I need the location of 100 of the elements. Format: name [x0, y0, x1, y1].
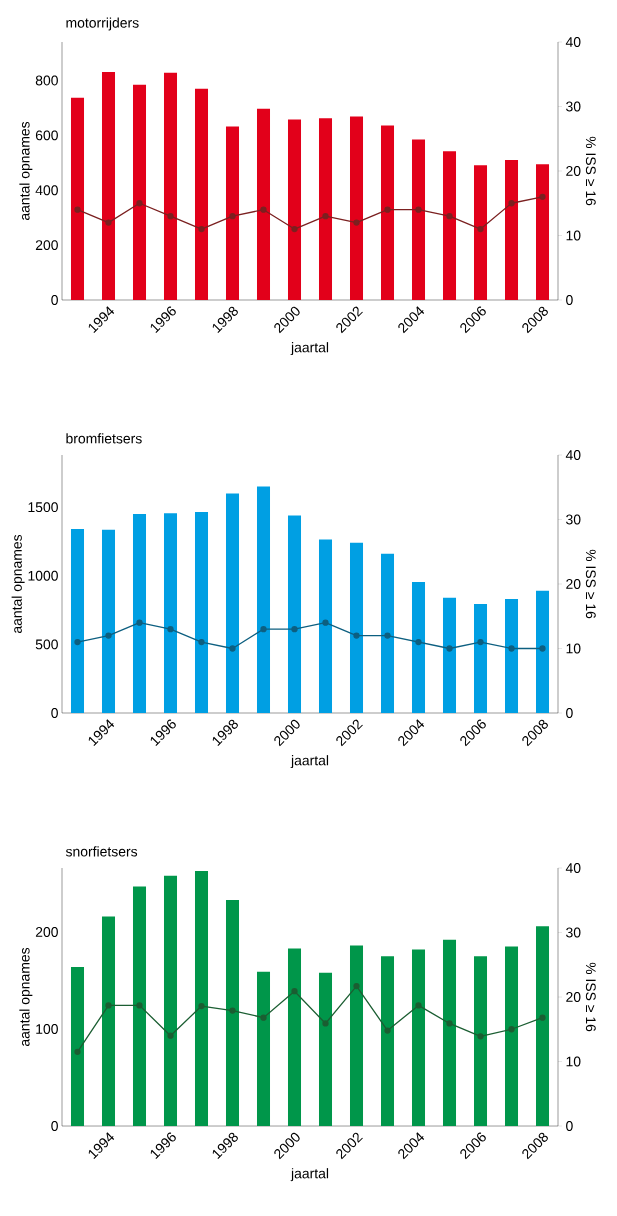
bar [318, 539, 333, 714]
point [105, 219, 112, 226]
point [353, 219, 360, 226]
point [74, 638, 81, 646]
y2-tick-label: 0 [566, 295, 573, 305]
point [74, 206, 81, 213]
point [322, 619, 329, 626]
bar [225, 900, 240, 1127]
point [229, 213, 236, 220]
bar [442, 939, 457, 1127]
chart-title: bromfietsers [66, 433, 142, 444]
bar [318, 118, 333, 300]
bar [256, 108, 271, 300]
bar [70, 529, 85, 714]
point [353, 982, 360, 990]
y2-tick-label: 30 [566, 101, 581, 112]
point [229, 645, 236, 652]
bar [349, 945, 364, 1127]
x-axis-title: jaartal [290, 342, 329, 356]
point [446, 213, 453, 220]
point [291, 988, 298, 995]
bar [225, 126, 240, 300]
point [198, 638, 205, 646]
y2-tick-label: 0 [566, 708, 573, 718]
bar [442, 151, 457, 300]
bar [349, 116, 364, 300]
point [322, 1020, 329, 1027]
point [508, 645, 515, 652]
y2-tick-label: 30 [566, 514, 581, 525]
point [539, 1014, 546, 1021]
y2-tick-label: 20 [566, 166, 581, 176]
y-tick-label: 200 [35, 927, 58, 937]
point [260, 626, 267, 633]
bar [380, 125, 395, 300]
y-tick-label: 400 [35, 185, 58, 196]
bar [505, 946, 519, 1127]
point [291, 225, 298, 233]
bar [70, 966, 85, 1127]
y-tick-label: 100 [36, 1024, 58, 1034]
y-tick-label: 0 [51, 1121, 58, 1131]
point [446, 645, 453, 652]
bar [287, 119, 302, 300]
bar [536, 164, 550, 300]
point [477, 638, 484, 646]
point [415, 1002, 422, 1009]
point [105, 632, 112, 639]
bar [101, 71, 116, 300]
bar [380, 553, 395, 714]
point [539, 193, 546, 200]
bar [256, 486, 271, 714]
point [136, 619, 143, 626]
bar [163, 513, 178, 714]
point [136, 1002, 143, 1009]
y2-tick-label: 20 [566, 992, 581, 1002]
y2-tick-label: 30 [566, 927, 581, 938]
bar [225, 493, 240, 714]
bar [163, 875, 178, 1127]
y2-tick-label: 10 [566, 230, 581, 241]
x-axis-title: jaartal [290, 755, 329, 769]
point [353, 632, 360, 639]
y-axis-title: aantal opnames [19, 121, 33, 221]
point [260, 206, 267, 213]
point [384, 632, 391, 639]
bar [163, 72, 178, 300]
point [229, 1007, 236, 1014]
y2-tick-label: 40 [565, 450, 581, 460]
bar [194, 88, 209, 300]
y2-tick-label: 10 [566, 643, 581, 654]
y-axis-title: aantal opnames [11, 534, 25, 634]
y-tick-label: 500 [35, 639, 58, 650]
bar [101, 916, 116, 1127]
bar [101, 529, 116, 714]
point [508, 200, 515, 207]
bar [132, 514, 147, 714]
y-tick-label: 0 [51, 295, 58, 305]
y2-tick-label: 0 [566, 1121, 573, 1131]
point [415, 638, 422, 646]
y-tick-label: 1000 [28, 570, 58, 581]
y2-axis-title: % ISS ≥ 16 [585, 962, 596, 1032]
chart-title: snorfietsers [65, 846, 138, 857]
point [198, 1002, 205, 1010]
y-axis-title: aantal opnames [19, 947, 33, 1047]
bar [287, 515, 302, 714]
bar [194, 511, 209, 714]
y2-tick-label: 40 [565, 863, 581, 873]
bar [474, 956, 488, 1127]
bar [505, 160, 519, 300]
y-tick-label: 600 [35, 130, 58, 141]
bar [474, 165, 488, 300]
bar [380, 956, 395, 1127]
bar [70, 97, 85, 300]
point [136, 200, 143, 207]
bar [411, 581, 426, 714]
bar [194, 870, 209, 1127]
bar [132, 84, 147, 300]
bar [505, 599, 519, 714]
point [384, 1027, 391, 1034]
y-tick-label: 800 [35, 75, 58, 86]
point [167, 1032, 174, 1039]
bar [349, 542, 364, 714]
